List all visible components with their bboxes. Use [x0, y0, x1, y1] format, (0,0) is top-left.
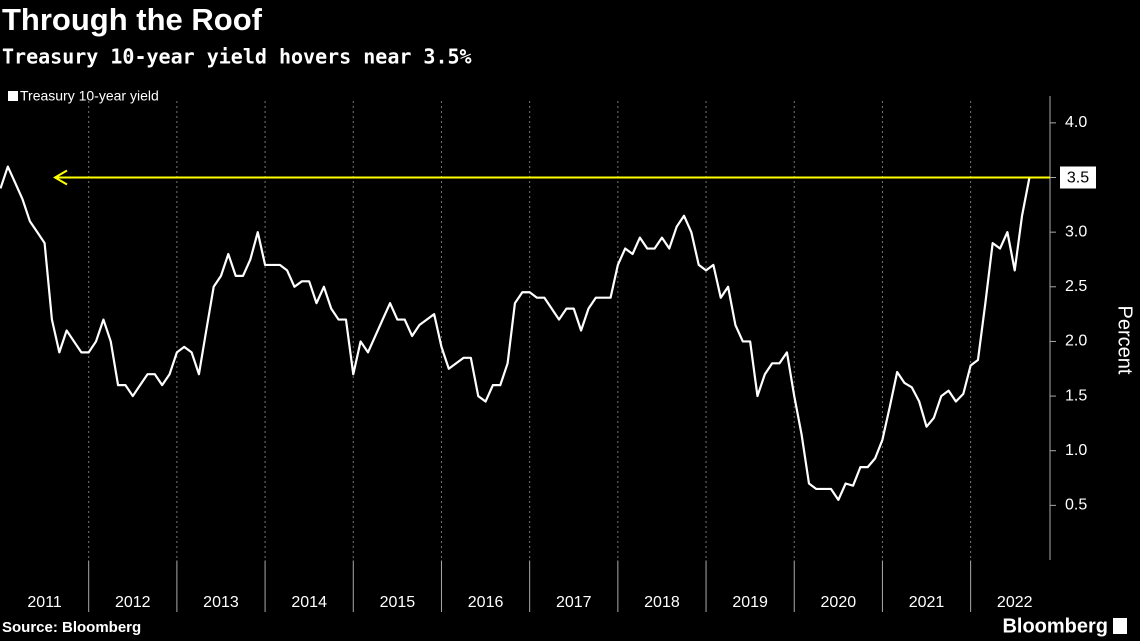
x-tick-label: 2017 [556, 594, 592, 611]
y-axis-label: Percent [1114, 306, 1136, 375]
y-tick-label: 3.0 [1065, 223, 1087, 240]
y-tick-label: 0.5 [1065, 497, 1087, 514]
x-tick-label: 2015 [380, 594, 416, 611]
x-tick-label: 2013 [203, 594, 239, 611]
y-tick-label: 2.0 [1065, 333, 1087, 350]
x-tick-label: 2022 [997, 594, 1033, 611]
x-tick-label: 2014 [291, 594, 327, 611]
reference-label: 3.5 [1067, 170, 1089, 187]
chart-title: Through the Roof [2, 2, 263, 37]
reference-arrow [53, 169, 68, 186]
brand: Bloomberg [1002, 615, 1108, 637]
x-tick-label: 2021 [909, 594, 945, 611]
legend-label: Treasury 10-year yield [20, 88, 159, 104]
x-tick-label: 2016 [468, 594, 504, 611]
x-tick-label: 2020 [821, 594, 857, 611]
series-line [0, 165, 1031, 501]
x-tick-label: 2011 [27, 594, 62, 611]
legend-swatch [8, 91, 18, 101]
y-tick-label: 2.5 [1065, 278, 1087, 295]
source: Source: Bloomberg [2, 619, 141, 636]
x-tick-label: 2018 [644, 594, 680, 611]
x-tick-label: 2012 [115, 594, 151, 611]
y-tick-label: 1.5 [1065, 387, 1087, 404]
y-tick-label: 1.0 [1065, 442, 1087, 459]
brand-icon [1113, 618, 1127, 634]
x-tick-label: 2019 [732, 594, 768, 611]
chart-subtitle: Treasury 10-year yield hovers near 3.5% [2, 45, 472, 69]
reference-label-box [1060, 166, 1096, 189]
y-tick-label: 4.0 [1065, 114, 1087, 131]
